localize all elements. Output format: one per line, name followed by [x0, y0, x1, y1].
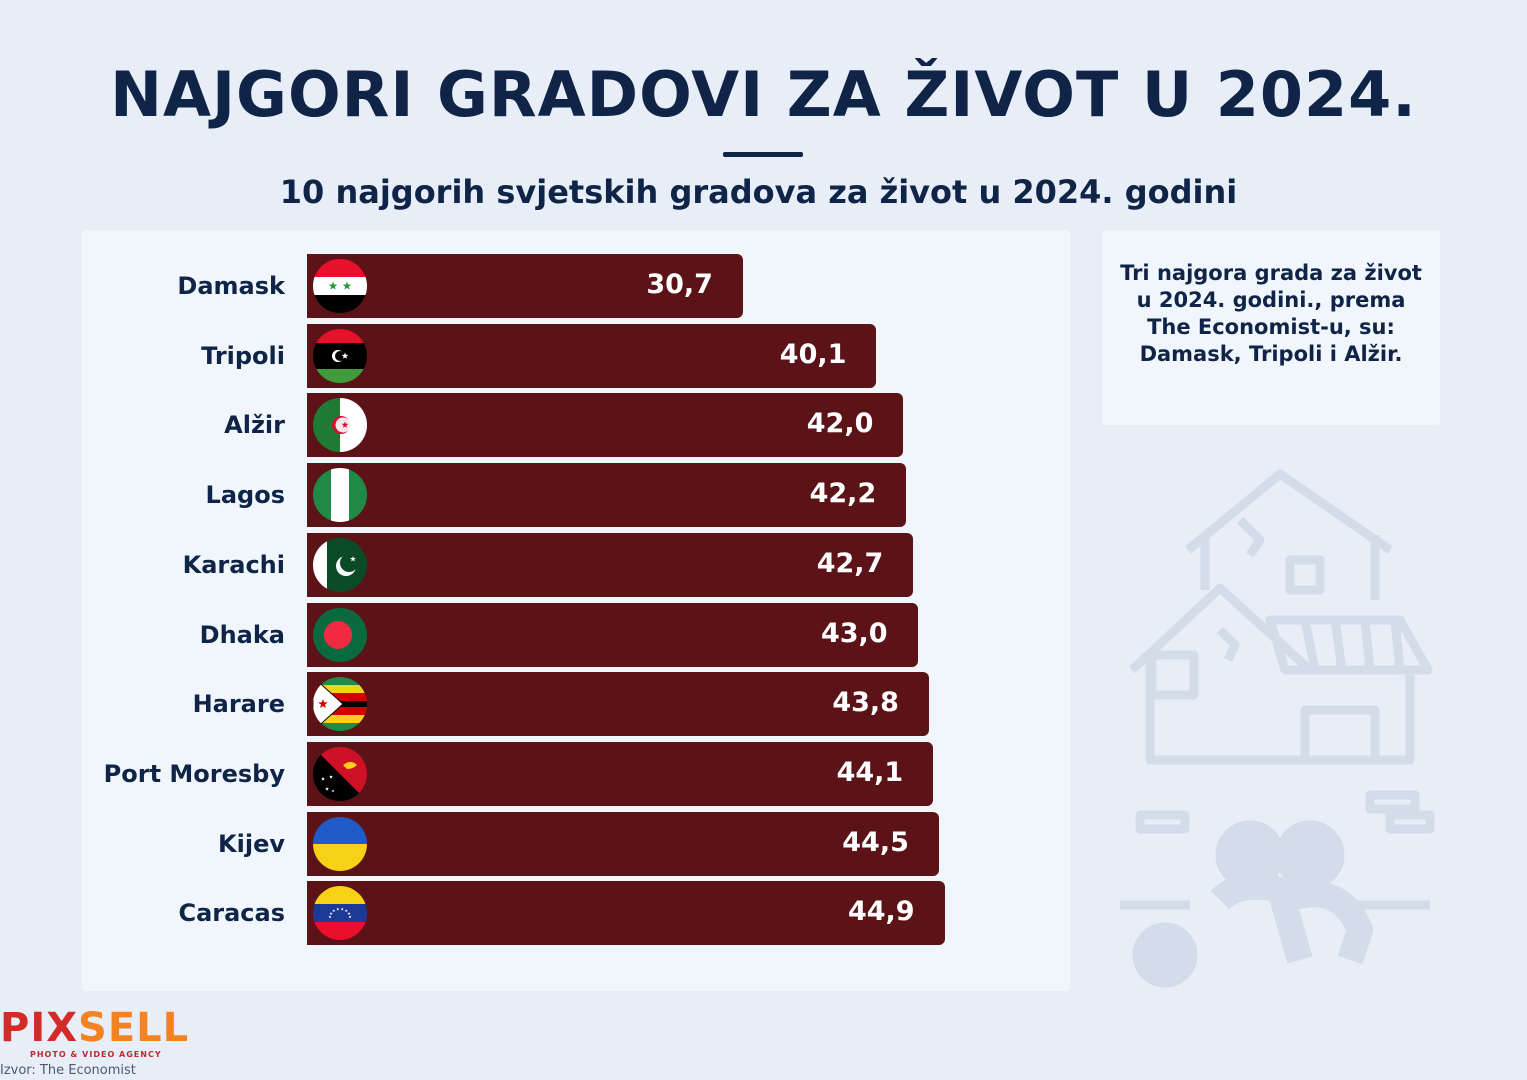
- zimbabwe-flag-icon: [313, 677, 367, 732]
- syria-flag-icon: [313, 259, 367, 313]
- bar-harare: 43,8: [307, 672, 929, 737]
- category-label: Dhaka: [199, 620, 285, 649]
- logo-part-2: SELL: [78, 1005, 190, 1051]
- data-label: 44,9: [847, 896, 915, 928]
- category-label: Harare: [192, 690, 285, 719]
- nigeria-flag-icon: [313, 468, 367, 523]
- libya-flag-icon: [313, 328, 367, 383]
- category-label: Port Moresby: [103, 759, 285, 788]
- category-label: Alžir: [224, 411, 285, 440]
- data-label: 44,1: [836, 756, 904, 788]
- pakistan-flag-icon: [313, 537, 367, 592]
- info-note: Tri najgora grada za život u 2024. godin…: [1102, 230, 1440, 425]
- data-label: 42,2: [809, 478, 877, 510]
- data-label: 44,5: [842, 826, 909, 858]
- category-label: Caracas: [178, 899, 285, 928]
- papua-new-guinea-flag-icon: [313, 746, 367, 801]
- bar-lagos: 42,2: [307, 463, 907, 528]
- bar-damask: 30,7: [307, 254, 743, 318]
- broken-house-illustration: [1120, 469, 1435, 988]
- bangladesh-flag-icon: [313, 607, 367, 662]
- category-label: Kijev: [218, 829, 285, 858]
- bar-port-moresby: 44,1: [307, 741, 934, 806]
- bar-kijev: 44,5: [307, 811, 939, 876]
- data-label: 40,1: [779, 338, 847, 370]
- ukraine-flag-icon: [313, 816, 367, 871]
- category-label: Tripoli: [201, 341, 285, 370]
- venezuela-flag-icon: [313, 886, 367, 941]
- category-label: Damask: [177, 272, 285, 300]
- category-label: Lagos: [205, 481, 285, 510]
- algeria-flag-icon: [313, 398, 367, 453]
- bar-alžir: 42,0: [307, 393, 904, 458]
- title-divider: [723, 152, 803, 157]
- data-label: 42,0: [806, 408, 874, 440]
- category-label: Karachi: [182, 550, 285, 579]
- logo-part-1: PIX: [0, 1005, 79, 1051]
- data-label: 43,8: [832, 687, 899, 719]
- chart-subtitle: 10 najgorih svjetskih gradova za život u…: [279, 173, 1238, 211]
- pixsell-logo: PIXSELL: [0, 1008, 189, 1048]
- source-note: Izvor: The Economist: [0, 1063, 136, 1078]
- logo-tagline: PHOTO & VIDEO AGENCY: [30, 1050, 162, 1059]
- page-title: NAJGORI GRADOVI ZA ŽIVOT U 2024.: [110, 58, 1417, 131]
- data-label: 30,7: [646, 269, 713, 300]
- bar-caracas: 44,9: [307, 881, 945, 946]
- bar-dhaka: 43,0: [307, 602, 918, 667]
- bar-karachi: 42,7: [307, 532, 914, 597]
- data-label: 43,0: [820, 617, 888, 649]
- bar-tripoli: 40,1: [307, 323, 877, 388]
- data-label: 42,7: [816, 547, 884, 579]
